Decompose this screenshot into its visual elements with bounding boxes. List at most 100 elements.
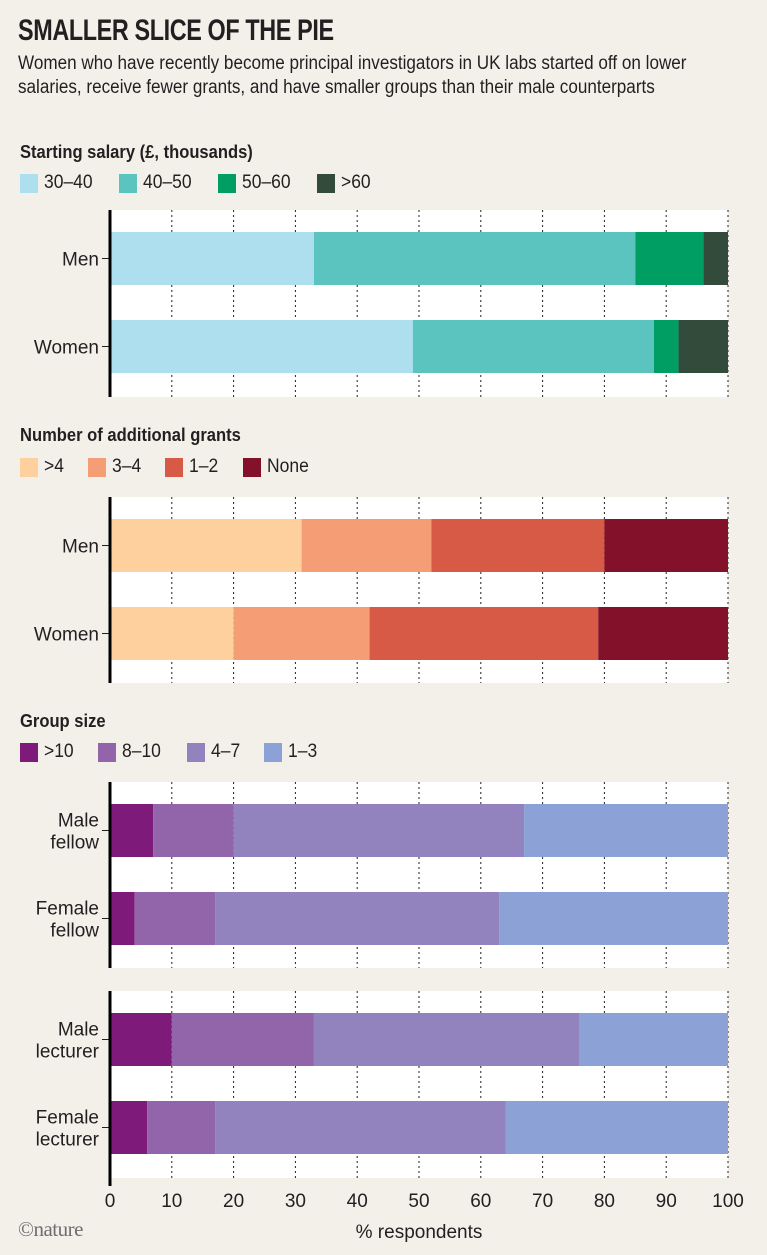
category-label: lecturer [36, 1130, 100, 1151]
legend-item: 1–3 [264, 741, 320, 763]
x-tick-label: 50 [408, 1191, 429, 1212]
grants-legend: >4 3–4 1–2 None [20, 456, 335, 478]
legend-item: 30–40 [20, 172, 97, 194]
legend-swatch [20, 173, 38, 193]
legend-label: 1–2 [189, 456, 219, 477]
x-tick-label: 60 [470, 1191, 491, 1212]
category-label: Female [36, 1108, 99, 1129]
category-label: Men [62, 250, 99, 271]
category-label: Female [36, 899, 99, 920]
bar-segment [653, 320, 679, 373]
category-label: fellow [50, 921, 99, 942]
bar-segment [215, 1101, 506, 1154]
bar-segment [110, 804, 154, 857]
legend-swatch [243, 457, 262, 477]
x-tick-label: 30 [285, 1191, 306, 1212]
legend-item: >60 [316, 172, 373, 194]
legend-swatch [186, 742, 205, 762]
x-axis-title: % respondents [356, 1222, 483, 1243]
bar-segment [147, 1101, 216, 1154]
legend-swatch [264, 742, 283, 762]
legend-item: 3–4 [87, 456, 144, 478]
bar-segment [412, 320, 654, 373]
category-label: Male [58, 1020, 99, 1041]
bar-segment [134, 892, 216, 945]
salary-legend: 30–40 40–50 50–60 >60 [20, 172, 395, 194]
salary-section-title: Starting salary (£, thousands) [20, 142, 253, 162]
chart-title: SMALLER SLICE OF THE PIE [18, 14, 334, 47]
bar-segment [301, 519, 432, 572]
legend-label: 30–40 [44, 172, 93, 193]
bar-segment [598, 607, 728, 660]
bar-segment [431, 519, 605, 572]
legend-swatch [118, 173, 137, 193]
category-label: Women [34, 338, 99, 359]
x-tick-label: 10 [161, 1191, 182, 1212]
bar-segment [110, 519, 302, 572]
legend-item: >10 [20, 741, 76, 763]
grants-section-title: Number of additional grants [20, 425, 241, 445]
x-tick-label: 70 [532, 1191, 553, 1212]
legend-item: 8–10 [98, 741, 164, 763]
bar-segment [524, 804, 728, 857]
chart-subtitle: Women who have recently become principal… [18, 53, 687, 98]
group-size-section-title: Group size [20, 711, 106, 731]
legend-swatch [165, 457, 184, 477]
legend-label: 3–4 [111, 456, 141, 477]
legend-item: None [243, 456, 312, 478]
legend-item: 4–7 [186, 741, 243, 763]
category-label: Men [62, 537, 99, 558]
bar-segment [110, 892, 135, 945]
legend-label: >60 [340, 172, 371, 193]
legend-label: 40–50 [142, 172, 192, 193]
legend-label: 8–10 [122, 741, 162, 762]
legend-swatch [20, 742, 38, 762]
bar-segment [703, 232, 728, 285]
nature-credit-logo: ©nature [18, 1217, 83, 1241]
bar-segment [313, 1013, 580, 1066]
x-tick-label: 20 [223, 1191, 244, 1212]
bar-segment [215, 892, 500, 945]
legend-label: 4–7 [210, 741, 240, 762]
x-tick-label: 100 [712, 1191, 744, 1212]
legend-item: 1–2 [165, 456, 221, 478]
bar-segment [499, 892, 728, 945]
legend-item: 50–60 [217, 172, 295, 194]
bar-segment [233, 804, 525, 857]
legend-swatch [316, 173, 335, 193]
bar-segment [233, 607, 370, 660]
x-tick-label: 40 [347, 1191, 368, 1212]
x-tick-label: 80 [594, 1191, 615, 1212]
bar-segment [313, 232, 636, 285]
legend-label: >10 [44, 741, 74, 762]
bar-segment [153, 804, 234, 857]
bar-segment [110, 320, 413, 373]
legend-label: None [267, 456, 309, 477]
category-label: Male [58, 811, 99, 832]
category-label: fellow [50, 833, 99, 854]
bar-segment [635, 232, 704, 285]
bar-segment [110, 232, 314, 285]
legend-item: >4 [20, 456, 66, 478]
category-label: Women [34, 625, 99, 646]
legend-label: 50–60 [241, 172, 291, 193]
legend-swatch [98, 742, 117, 762]
bar-segment [678, 320, 728, 373]
legend-swatch [217, 173, 236, 193]
legend-swatch [20, 457, 38, 477]
group-size-legend: >10 8–10 4–7 1–3 [20, 741, 342, 763]
x-tick-label: 0 [105, 1191, 116, 1212]
x-tick-label: 90 [656, 1191, 677, 1212]
legend-swatch [87, 457, 106, 477]
bar-segment [604, 519, 728, 572]
category-label: lecturer [36, 1042, 100, 1063]
bar-segment [110, 1101, 148, 1154]
bar-segment [110, 607, 234, 660]
bar-segment [110, 1013, 172, 1066]
legend-item: 40–50 [118, 172, 196, 194]
bar-segment [171, 1013, 314, 1066]
bar-segment [505, 1101, 728, 1154]
bar-segment [579, 1013, 728, 1066]
legend-label: 1–3 [288, 741, 318, 762]
